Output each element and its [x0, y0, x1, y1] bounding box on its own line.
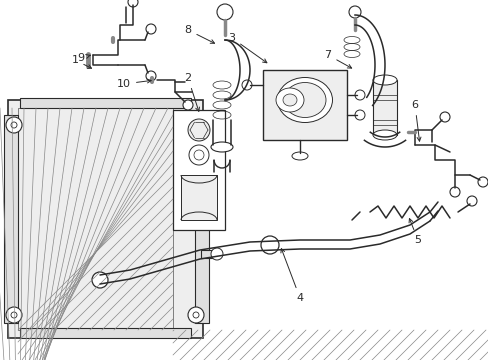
- Circle shape: [439, 112, 449, 122]
- Circle shape: [187, 117, 203, 133]
- Bar: [201, 250, 219, 258]
- Circle shape: [217, 4, 232, 20]
- Circle shape: [242, 80, 251, 90]
- Text: 3: 3: [228, 33, 266, 63]
- Circle shape: [11, 122, 17, 128]
- Ellipse shape: [284, 82, 325, 117]
- Circle shape: [11, 312, 17, 318]
- Bar: [263, 70, 346, 140]
- Circle shape: [477, 177, 487, 187]
- Ellipse shape: [277, 77, 332, 122]
- Circle shape: [146, 24, 156, 34]
- Text: 5: 5: [408, 219, 421, 245]
- Circle shape: [194, 150, 203, 160]
- Ellipse shape: [372, 75, 396, 85]
- Circle shape: [193, 122, 199, 128]
- Circle shape: [187, 119, 209, 141]
- Bar: [20, 98, 191, 108]
- Ellipse shape: [283, 94, 296, 106]
- Circle shape: [6, 307, 22, 323]
- Bar: [18, 108, 173, 330]
- Bar: [8, 100, 203, 338]
- Circle shape: [189, 145, 208, 165]
- Ellipse shape: [210, 142, 232, 152]
- Circle shape: [193, 312, 199, 318]
- Text: 4: 4: [280, 249, 303, 303]
- Bar: [20, 328, 191, 338]
- Circle shape: [466, 196, 476, 206]
- Ellipse shape: [275, 88, 304, 112]
- Circle shape: [210, 248, 223, 260]
- Ellipse shape: [372, 130, 396, 140]
- Text: 2: 2: [184, 73, 199, 111]
- Circle shape: [183, 100, 193, 110]
- Circle shape: [261, 236, 279, 254]
- Bar: [181, 175, 217, 220]
- Text: 10: 10: [117, 79, 151, 89]
- Text: 7: 7: [324, 50, 351, 68]
- Circle shape: [92, 272, 108, 288]
- Circle shape: [128, 0, 138, 7]
- Text: 6: 6: [411, 100, 420, 141]
- Bar: [4, 115, 18, 323]
- Circle shape: [354, 110, 364, 120]
- Circle shape: [6, 117, 22, 133]
- Circle shape: [449, 187, 459, 197]
- Bar: [195, 115, 208, 323]
- Bar: [173, 110, 224, 230]
- Circle shape: [187, 307, 203, 323]
- Text: 8: 8: [184, 25, 214, 43]
- Text: 9: 9: [77, 53, 90, 63]
- Ellipse shape: [291, 152, 307, 160]
- Text: 1: 1: [71, 55, 91, 68]
- Circle shape: [146, 71, 156, 81]
- Circle shape: [354, 90, 364, 100]
- Bar: [372, 80, 396, 135]
- Circle shape: [348, 6, 360, 18]
